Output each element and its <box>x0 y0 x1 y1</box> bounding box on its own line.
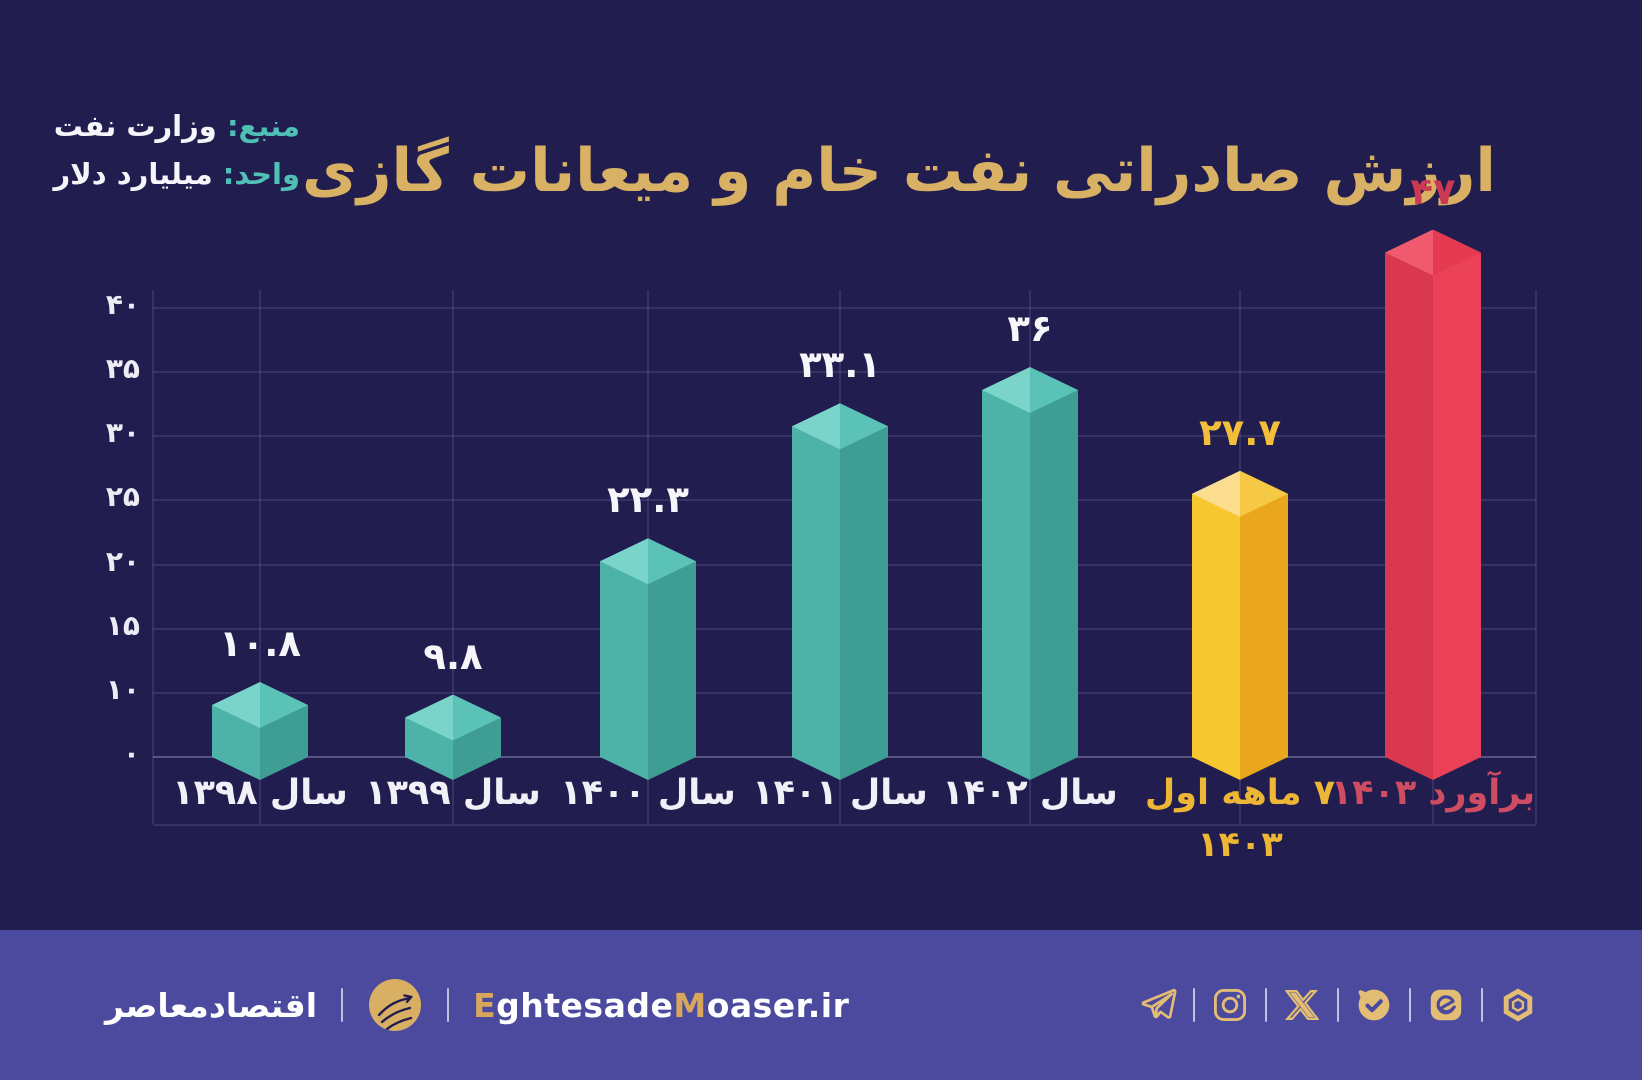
x-axis-label: برآورد ۱۴۰۳ <box>1330 773 1536 813</box>
x-axis-label: ۷ ماهه اول <box>1144 773 1336 813</box>
gridline-vertical <box>259 290 261 824</box>
instagram-icon[interactable] <box>1210 985 1250 1025</box>
bar-value-label: ۲۲.۳ <box>607 478 689 522</box>
x-axis-label: سال ۱۴۰۲ <box>942 773 1118 813</box>
y-axis-tick: ۱۵ <box>105 608 140 642</box>
site-url-tld: .ir <box>807 985 850 1025</box>
source-label: منبع: <box>226 109 300 143</box>
bar-value-label: ۹.۸ <box>423 634 483 678</box>
chart-side-border <box>152 290 154 824</box>
chart-bar-2 <box>405 694 501 780</box>
bar-value-label: ۳۳.۱ <box>799 343 881 387</box>
site-url-e: E <box>473 985 497 1025</box>
x-axis-label: سال ۱۳۹۸ <box>172 773 348 813</box>
bar-body <box>1192 493 1288 757</box>
y-axis-tick: ۱۰ <box>105 672 140 706</box>
gridline-horizontal <box>153 371 1536 374</box>
eitaa-icon[interactable] <box>1426 985 1466 1025</box>
site-url-m: M <box>673 985 707 1025</box>
y-axis-tick: ۳۵ <box>105 352 140 386</box>
chart-bar-7 <box>1385 229 1481 780</box>
chart-bottom-frame <box>153 824 1536 826</box>
site-url-part2: oaser <box>706 985 808 1025</box>
chart-bar-6 <box>1192 470 1288 780</box>
social-icons-group <box>1138 930 1538 1080</box>
divider <box>1337 988 1339 1022</box>
footer-bar: اقتصادمعاصر EghtesadeMoaser.ir <box>0 930 1642 1080</box>
telegram-icon[interactable] <box>1138 985 1178 1025</box>
gridline-vertical <box>452 290 454 824</box>
bar-chart: ۴۰ ۳۵ ۳۰ ۲۵ ۲۰ ۱۵ ۱۰ ۰ ۱۰.۸ سال ۱۳۹۸ ۹.۸ سال ۱۳۹۹ ۲۲… <box>105 169 1537 865</box>
y-axis-tick: ۴۰ <box>105 288 140 321</box>
x-axis-label: سال ۱۴۰۰ <box>560 773 736 813</box>
y-axis-tick: ۲۰ <box>105 544 140 578</box>
x-twitter-icon[interactable] <box>1282 985 1322 1025</box>
source-block: منبع: وزارت نفت واحد: میلیارد دلار <box>53 102 300 198</box>
x-axis-label-line2: ۱۴۰۳ <box>1197 825 1283 865</box>
x-axis-label: سال ۱۳۹۹ <box>365 773 541 813</box>
unit-label: واحد: <box>222 157 300 191</box>
bar-value-label: ۴۷ <box>1410 169 1456 213</box>
site-url[interactable]: EghtesadeMoaser.ir <box>473 986 849 1025</box>
chart-bar-5 <box>982 367 1078 780</box>
divider <box>1409 988 1411 1022</box>
bar-value-label: ۲۷.۷ <box>1199 410 1281 454</box>
chart-side-border <box>1535 290 1537 824</box>
bar-body <box>1385 252 1481 757</box>
unit-line: واحد: میلیارد دلار <box>53 150 300 198</box>
y-axis-tick: ۳۰ <box>105 416 140 450</box>
bar-value-label: ۳۶ <box>1007 307 1053 350</box>
bar-value-label: ۱۰.۸ <box>219 622 301 665</box>
y-axis-tick: ۰ <box>122 737 140 770</box>
divider <box>1481 988 1483 1022</box>
source-value: وزارت نفت <box>53 109 217 143</box>
page-title: ارزش صادراتی نفت خام و میعانات گازی <box>301 136 1497 207</box>
rubika-icon[interactable] <box>1498 985 1538 1025</box>
logo-circle-icon <box>369 979 422 1031</box>
divider <box>341 988 344 1022</box>
eghtesad-moaser-logo <box>367 977 423 1033</box>
bar-body <box>982 390 1078 757</box>
divider <box>1193 988 1195 1022</box>
divider <box>1265 988 1267 1022</box>
y-axis-tick: ۲۵ <box>105 480 140 514</box>
source-line: منبع: وزارت نفت <box>53 102 300 150</box>
site-url-part1: ghtesade <box>496 985 674 1025</box>
chart-bar-1 <box>212 682 308 780</box>
footer-brand-group: اقتصادمعاصر EghtesadeMoaser.ir <box>105 930 849 1080</box>
chart-bar-3 <box>600 538 696 780</box>
divider <box>447 988 450 1022</box>
unit-value: میلیارد دلار <box>53 157 213 191</box>
brand-name-farsi: اقتصادمعاصر <box>105 985 318 1025</box>
chart-bar-4 <box>792 403 888 780</box>
bar-body <box>792 426 888 757</box>
x-axis-label: سال ۱۴۰۱ <box>752 773 928 813</box>
bale-icon[interactable] <box>1354 985 1394 1025</box>
bar-body <box>600 561 696 757</box>
gridline-horizontal <box>153 307 1536 309</box>
